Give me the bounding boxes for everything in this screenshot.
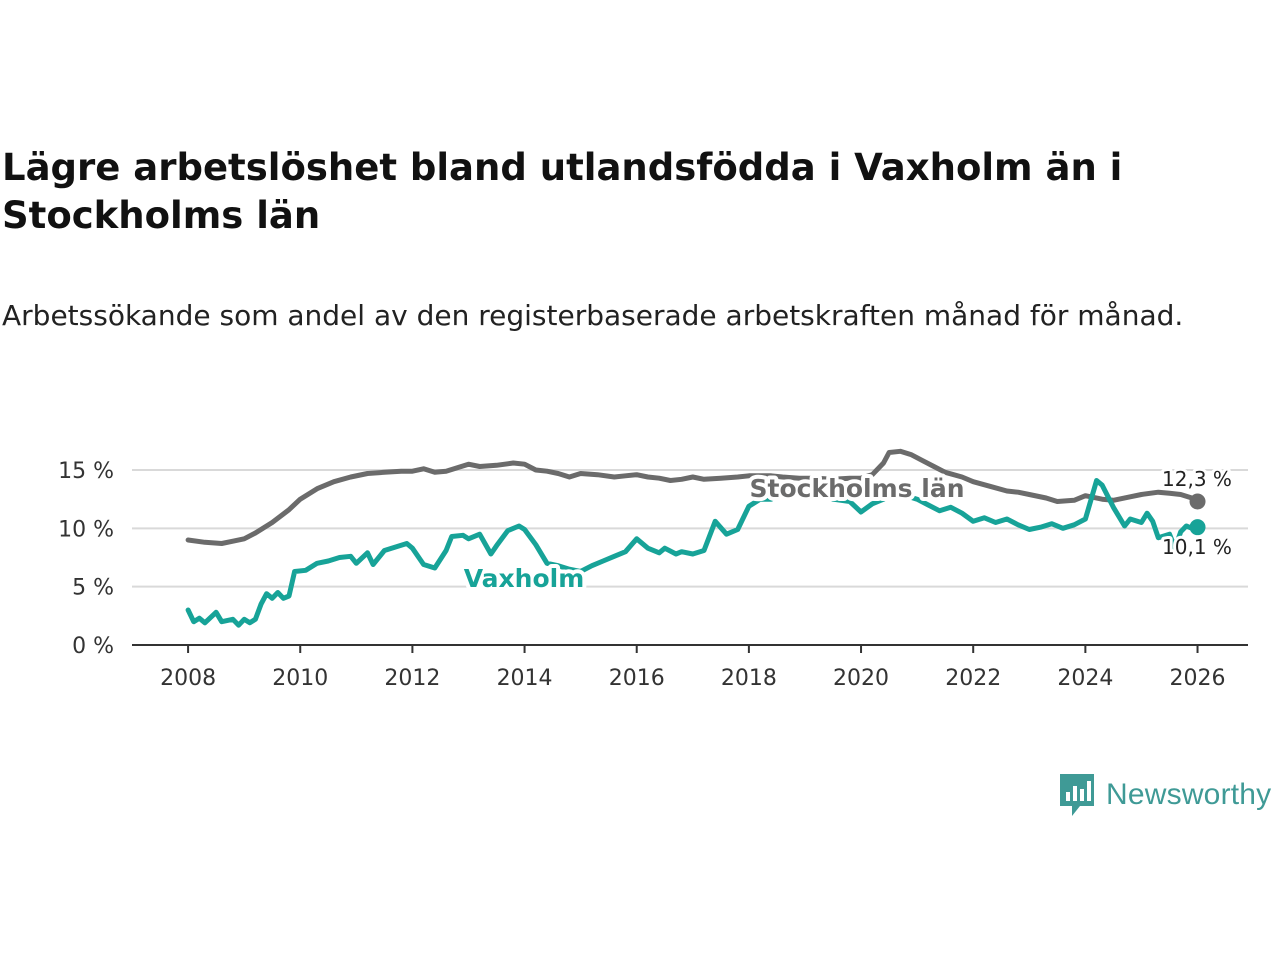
series-label: Vaxholm bbox=[464, 564, 585, 593]
brand-name: Newsworthy bbox=[1106, 778, 1272, 811]
y-tick-label: 0 % bbox=[72, 634, 114, 659]
end-value-label: 10,1 % bbox=[1162, 535, 1232, 559]
x-tick-label: 2012 bbox=[384, 666, 440, 691]
series-line-vaxholm bbox=[185, 478, 1200, 628]
newsworthy-logo: Newsworthy bbox=[1058, 772, 1271, 818]
y-tick-label: 5 % bbox=[72, 576, 114, 601]
x-tick-label: 2018 bbox=[721, 666, 777, 691]
bar-chart-icon bbox=[1060, 774, 1094, 816]
end-value-label: 12,3 % bbox=[1162, 467, 1232, 491]
x-tick-label: 2014 bbox=[497, 666, 553, 691]
series-line-stockholms-l-n bbox=[185, 448, 1200, 546]
y-tick-label: 10 % bbox=[58, 517, 114, 542]
chart-title: Lägre arbetslöshet bland utlandsfödda i … bbox=[2, 146, 1123, 237]
chart-subtitle: Arbetssökande som andel av den registerb… bbox=[2, 299, 1184, 332]
series-labels: Stockholms län Vaxholm 12,3 % 10,1 % bbox=[460, 464, 1235, 597]
x-tick-label: 2024 bbox=[1057, 666, 1113, 691]
axes: 0 % 5 % 10 % 15 % 2008 2010 2012 2014 2016 2018 20… bbox=[58, 459, 1248, 691]
series-lines bbox=[185, 448, 1206, 628]
x-tick-label: 2010 bbox=[272, 666, 328, 691]
series-label: Stockholms län bbox=[750, 474, 965, 503]
x-tick-label: 2008 bbox=[160, 666, 216, 691]
x-tick-label: 2016 bbox=[609, 666, 665, 691]
end-point-marker bbox=[1189, 519, 1206, 536]
x-tick-label: 2020 bbox=[833, 666, 889, 691]
x-tick-label: 2026 bbox=[1170, 666, 1226, 691]
x-tick-label: 2022 bbox=[945, 666, 1001, 691]
end-point-marker bbox=[1189, 493, 1206, 510]
y-tick-label: 15 % bbox=[58, 459, 114, 484]
